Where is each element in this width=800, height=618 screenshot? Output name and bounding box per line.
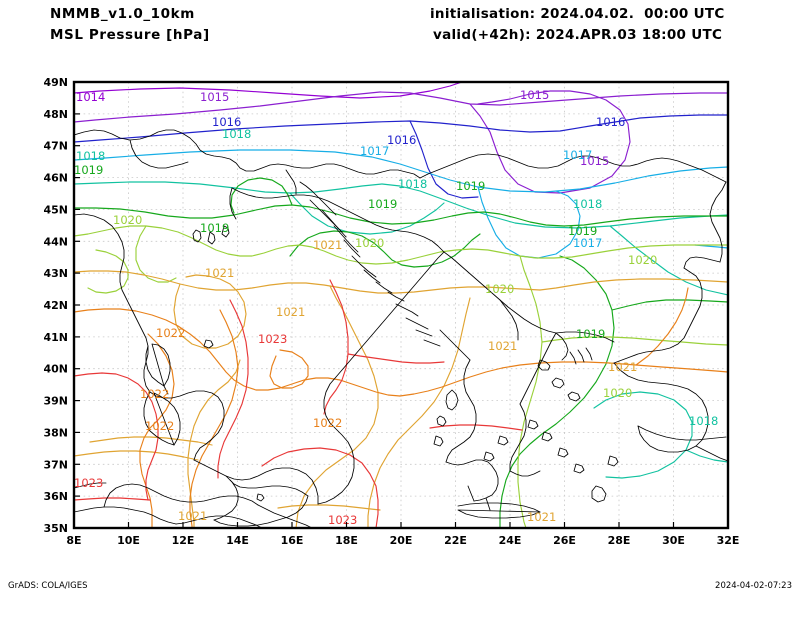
contour-label-1019-f: 1019: [576, 327, 605, 341]
y-axis-labels: 49N 48N 47N 46N 45N 44N 43N 42N 41N 40N …: [43, 76, 68, 535]
y-tick-5: 44N: [43, 235, 68, 248]
y-tick-4: 45N: [43, 203, 68, 216]
map-plot-area: 1014 1015 1015 1015 1016 1016 1016 1017 …: [0, 60, 800, 560]
x-tick-2: 12E: [172, 534, 195, 547]
contour-label-1021-e: 1021: [488, 339, 517, 353]
contour-label-1022-c: 1022: [145, 419, 174, 433]
initialisation-time: initialisation: 2024.04.02. 00:00 UTC: [430, 6, 725, 22]
contour-label-1017-c: 1017: [573, 236, 602, 250]
contour-label-1020-d: 1020: [603, 386, 632, 400]
contour-1020: [74, 225, 728, 528]
contour-1021: [74, 270, 728, 528]
y-tick-12: 37N: [43, 458, 68, 471]
contour-label-1021-b: 1021: [313, 238, 342, 252]
y-tick-6: 43N: [43, 267, 68, 280]
y-tick-3: 46N: [43, 172, 68, 185]
y-tick-1: 48N: [43, 108, 68, 121]
contour-label-1019-e: 1019: [568, 224, 597, 238]
contour-label-1018-b: 1018: [222, 127, 251, 141]
contour-label-1023-a: 1023: [258, 332, 287, 346]
y-tick-10: 39N: [43, 395, 68, 408]
contour-label-1015-a: 1015: [520, 88, 549, 102]
contour-label-1023-c: 1023: [328, 513, 357, 527]
contour-label-1015-b: 1015: [200, 90, 229, 104]
valid-time: valid(+42h): 2024.APR.03 18:00 UTC: [433, 27, 723, 43]
contour-label-1017-a: 1017: [360, 144, 389, 158]
coastlines: [74, 129, 728, 528]
contour-1023: [74, 279, 523, 528]
contour-label-1021-f: 1021: [178, 509, 207, 523]
contour-label-1022-a: 1022: [156, 326, 185, 340]
contour-label-1019-c: 1019: [368, 197, 397, 211]
contour-1015: [74, 90, 728, 194]
contour-label-1020-c: 1020: [485, 282, 514, 296]
contour-1019: [74, 177, 728, 528]
contour-label-1018-d: 1018: [573, 197, 602, 211]
x-tick-1: 10E: [117, 534, 140, 547]
y-tick-14: 35N: [43, 522, 68, 535]
x-tick-6: 20E: [390, 534, 413, 547]
contour-label-1014: 1014: [76, 90, 105, 104]
contour-label-1018-c: 1018: [398, 177, 427, 191]
contour-1014: [74, 82, 463, 99]
contour-label-1021-a: 1021: [205, 266, 234, 280]
y-tick-0: 49N: [43, 76, 68, 89]
x-tick-10: 28E: [608, 534, 631, 547]
contour-label-1018-e: 1018: [689, 414, 718, 428]
contour-label-1020-a: 1020: [113, 213, 142, 227]
contour-label-1019-b: 1019: [200, 221, 229, 235]
x-tick-4: 16E: [281, 534, 304, 547]
x-tick-12: 32E: [717, 534, 740, 547]
field-title: MSL Pressure [hPa]: [50, 27, 210, 43]
axis-ticks: [74, 113, 675, 528]
contour-1016: [74, 114, 728, 199]
y-tick-2: 47N: [43, 140, 68, 153]
contour-label-1018-a: 1018: [76, 149, 105, 163]
y-tick-9: 40N: [43, 363, 68, 376]
contour-labels: 1014 1015 1015 1015 1016 1016 1016 1017 …: [74, 88, 718, 527]
contour-label-1022-b: 1022: [140, 387, 169, 401]
x-tick-9: 26E: [553, 534, 576, 547]
contour-label-1023-b: 1023: [74, 476, 103, 490]
x-tick-8: 24E: [499, 534, 522, 547]
contour-label-1021-c: 1021: [276, 305, 305, 319]
y-tick-8: 41N: [43, 331, 68, 344]
x-tick-3: 14E: [226, 534, 249, 547]
contour-label-1016-c: 1016: [596, 115, 625, 129]
x-tick-11: 30E: [662, 534, 685, 547]
grads-credit: GrADS: COLA/IGES: [8, 581, 88, 591]
x-axis-labels: 8E 10E 12E 14E 16E 18E 20E 22E 24E 26E 2…: [66, 534, 739, 547]
contour-label-1019-a: 1019: [74, 163, 103, 177]
contour-label-1020-e: 1020: [628, 253, 657, 267]
x-tick-5: 18E: [335, 534, 358, 547]
x-tick-7: 22E: [444, 534, 467, 547]
contour-1022: [74, 287, 728, 528]
contour-label-1016-a: 1016: [212, 115, 241, 129]
x-tick-0: 8E: [66, 534, 81, 547]
contour-label-1019-d: 1019: [456, 179, 485, 193]
contour-label-1017-b: 1017: [563, 148, 592, 162]
y-tick-13: 36N: [43, 490, 68, 503]
generation-timestamp: 2024-04-02-07:23: [715, 581, 792, 591]
contour-1018: [74, 181, 728, 479]
contour-label-1020-b: 1020: [355, 236, 384, 250]
contour-label-1016-b: 1016: [387, 133, 416, 147]
contour-label-1021-g: 1021: [527, 510, 556, 524]
model-title: NMMB_v1.0_10km: [50, 6, 195, 22]
y-tick-7: 42N: [43, 299, 68, 312]
gridlines: [74, 82, 728, 528]
contour-label-1021-d: 1021: [608, 360, 637, 374]
y-tick-11: 38N: [43, 426, 68, 439]
contour-label-1022-d: 1022: [313, 416, 342, 430]
contour-label-1015-c: 1015: [580, 154, 609, 168]
